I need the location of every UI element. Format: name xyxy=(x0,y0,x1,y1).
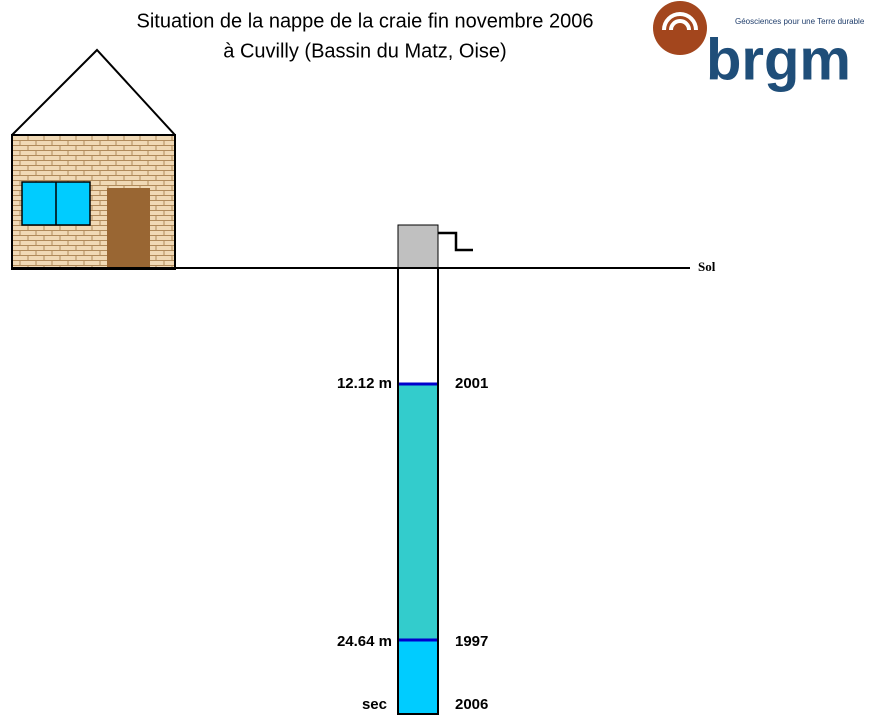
logo-brand: brgm xyxy=(706,27,851,92)
depth-label: sec xyxy=(362,696,387,713)
ground-label: Sol xyxy=(698,259,716,274)
logo: Géosciences pour une Terre durable brgm xyxy=(653,1,865,92)
year-label: 2001 xyxy=(455,375,488,392)
levels: 12.12 m 2001 24.64 m 1997 sec 2006 xyxy=(337,375,488,713)
logo-circle xyxy=(653,1,707,55)
year-label: 2006 xyxy=(455,696,488,713)
title-line: à Cuvilly (Bassin du Matz, Oise) xyxy=(223,40,506,62)
depth-label: 24.64 m xyxy=(337,633,392,650)
year-label: 1997 xyxy=(455,633,488,650)
house xyxy=(11,48,176,270)
depth-label: 12.12 m xyxy=(337,375,392,392)
well xyxy=(397,224,473,715)
logo-tagline: Géosciences pour une Terre durable xyxy=(735,17,865,26)
title-line: Situation de la nappe de la craie fin no… xyxy=(137,10,594,32)
